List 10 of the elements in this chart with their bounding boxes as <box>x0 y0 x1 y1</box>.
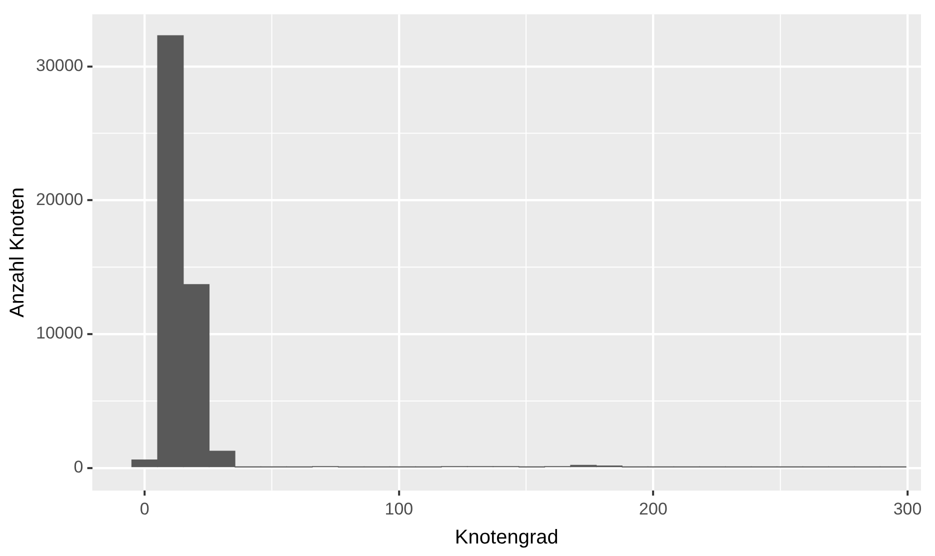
x-tick-label: 100 <box>384 499 414 518</box>
y-tick-label: 20000 <box>36 190 84 209</box>
y-axis-title: Anzahl Knoten <box>6 187 29 318</box>
y-tick-label: 0 <box>74 458 84 477</box>
x-tick-label: 0 <box>140 499 150 518</box>
y-tick-label: 30000 <box>36 56 84 76</box>
x-tick-label: 200 <box>639 499 668 518</box>
x-axis-title: Knotengrad <box>454 526 558 549</box>
y-tick-label: 10000 <box>36 324 84 343</box>
x-tick-label: 300 <box>893 499 922 518</box>
